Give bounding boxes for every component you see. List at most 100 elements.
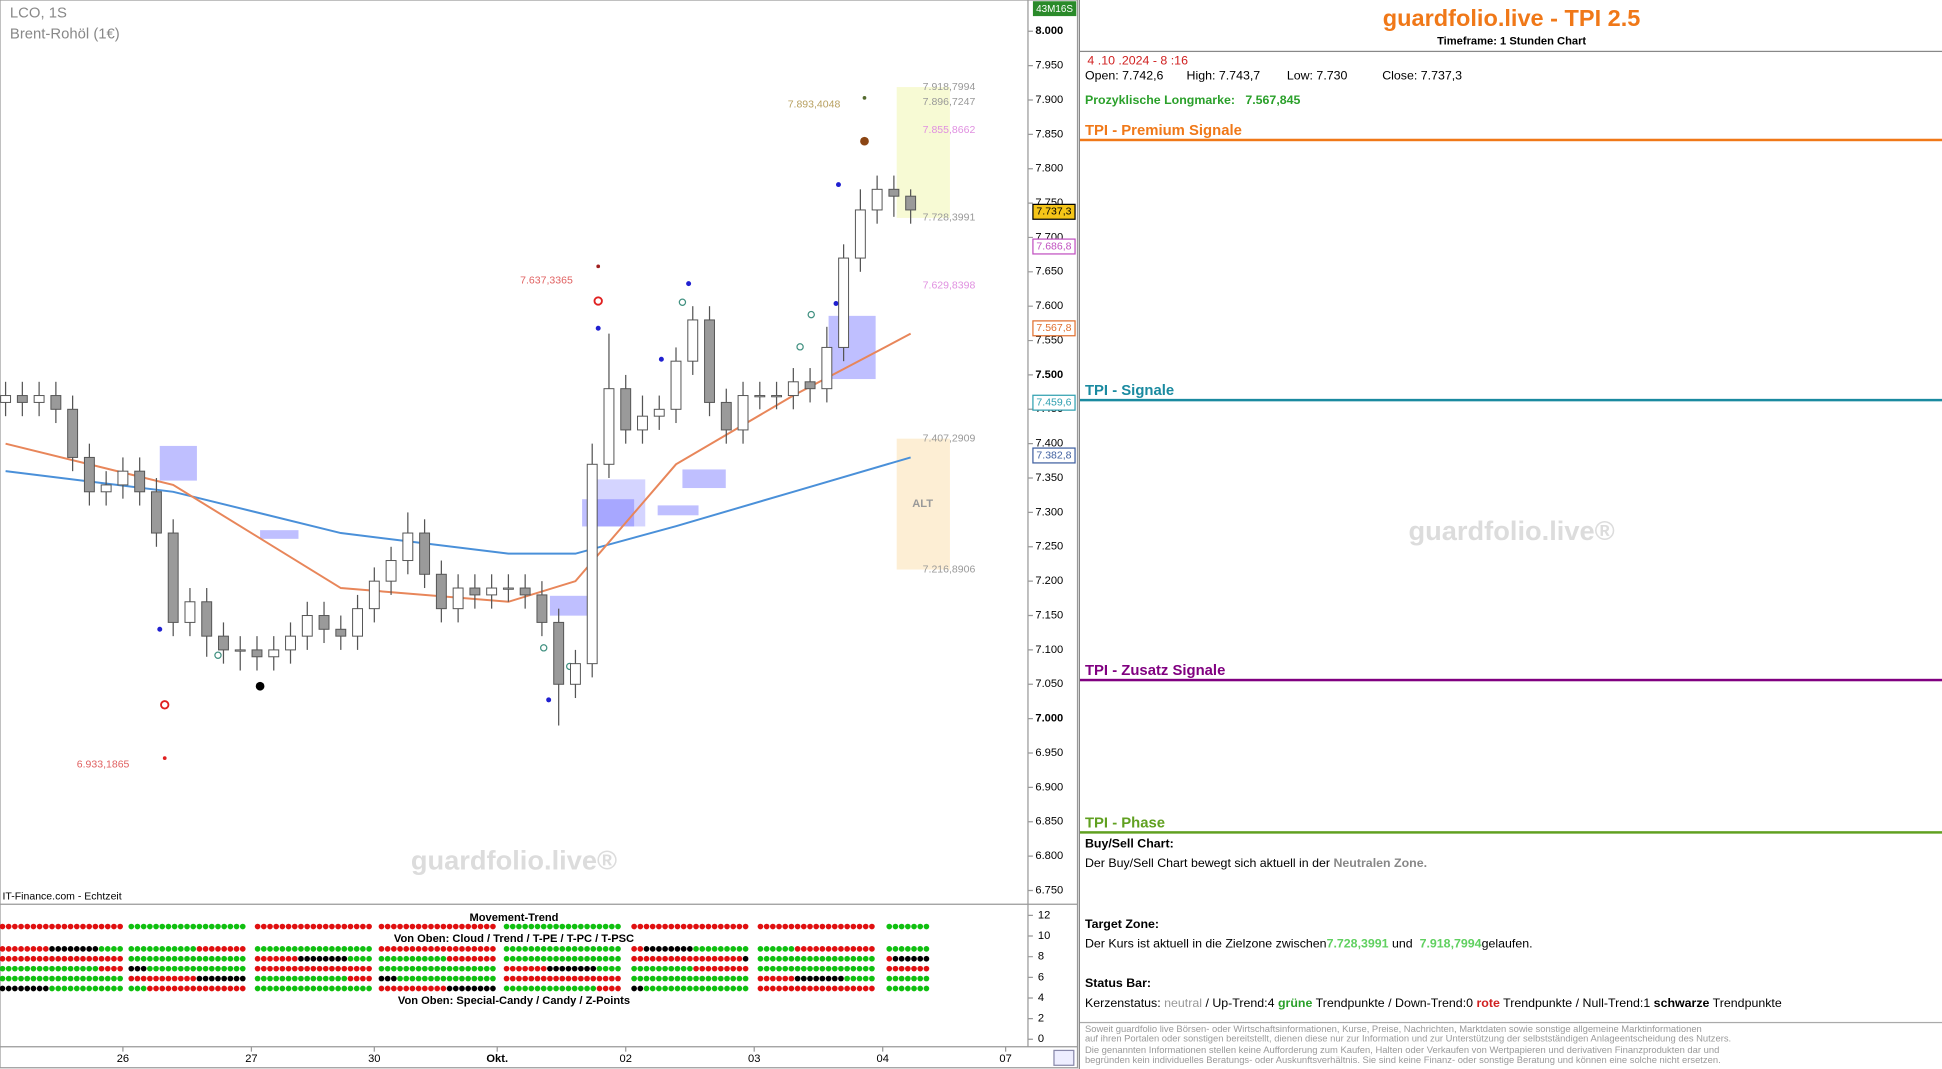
trend-dot (254, 965, 261, 972)
indicator-title: Movement-Trend (469, 912, 558, 924)
trend-dot (18, 985, 24, 992)
trend-dot (608, 975, 615, 982)
trend-dot (92, 985, 99, 992)
trend-dot (140, 955, 147, 962)
trend-dot (742, 965, 749, 972)
trend-dot (615, 975, 621, 982)
trend-dot (434, 945, 441, 952)
trend-dot (825, 985, 832, 992)
trend-dot (584, 945, 590, 952)
trend-dot (316, 965, 323, 972)
trend-dot (637, 985, 644, 992)
trend-dot (763, 965, 770, 972)
trend-dot (794, 955, 801, 962)
trend-dot (98, 965, 105, 972)
trend-dot (341, 955, 348, 962)
trend-dot (509, 985, 516, 992)
trend-dot (850, 923, 857, 930)
trend-dot (279, 923, 286, 930)
trend-dot (850, 975, 857, 982)
trend-dot (800, 945, 807, 952)
trend-dot (717, 955, 724, 962)
trend-dot (24, 985, 31, 992)
low: Low: 7.730 (1286, 69, 1348, 83)
trend-dot (421, 985, 428, 992)
trend-dot (757, 945, 764, 952)
trend-dot (831, 965, 838, 972)
indicator-tick-label: 4 (1038, 992, 1044, 1004)
trend-dot (378, 985, 385, 992)
trend-dot (911, 923, 917, 930)
trend-dot (923, 985, 930, 992)
zone: Neutralen Zone. (1333, 857, 1428, 871)
trend-dot (596, 923, 603, 930)
trend-dot (917, 923, 924, 930)
trend-dot (329, 965, 335, 972)
trend-dot (516, 965, 522, 972)
trend-dot (742, 985, 749, 992)
trend-dot (117, 975, 123, 982)
longmark-label: Prozyklische Longmarke: (1084, 94, 1235, 108)
trend-dot (547, 955, 553, 962)
trend-dot (128, 975, 135, 982)
trend-dot (898, 923, 905, 930)
trend-dot (674, 923, 681, 930)
trend-dot (483, 955, 490, 962)
trend-dot (680, 985, 687, 992)
trend-dot (415, 923, 422, 930)
candle-body (201, 601, 213, 637)
target-low: 7.728,3991 (1326, 937, 1389, 952)
candle-body (536, 594, 548, 623)
trend-dot (724, 945, 730, 952)
trend-dot (813, 985, 820, 992)
trend-dot (522, 923, 528, 930)
trend-dot (662, 985, 668, 992)
trend-dot (128, 923, 135, 930)
trend-dot (705, 945, 712, 952)
trend-dot (428, 923, 434, 930)
trend-dot (111, 985, 117, 992)
trend-dot (221, 975, 228, 982)
trend-dot (153, 955, 159, 962)
trend-dot (111, 965, 117, 972)
trend-dot (452, 975, 459, 982)
trend-dot (5, 985, 12, 992)
trend-dot (0, 955, 6, 962)
trend-dot (788, 955, 795, 962)
trend-dot (378, 965, 385, 972)
signal-ring (796, 343, 804, 351)
trend-dot (509, 975, 516, 982)
trend-dot (736, 955, 743, 962)
trend-dot (254, 975, 261, 982)
trend-dot (73, 965, 80, 972)
trend-dot (547, 965, 553, 972)
trend-dot (590, 985, 597, 992)
x-tick-label: 30 (368, 1053, 380, 1065)
trend-dot (602, 975, 609, 982)
trend-dot (516, 945, 522, 952)
trend-dot (446, 975, 453, 982)
trend-dot (24, 945, 31, 952)
trend-dot (717, 945, 724, 952)
trend-dot (584, 923, 590, 930)
trend-dot (440, 923, 447, 930)
trend-dot (322, 923, 329, 930)
trend-dot (590, 945, 597, 952)
trend-dot (477, 923, 484, 930)
trend-dot (590, 975, 597, 982)
trend-dot (807, 985, 813, 992)
trend-dot (67, 945, 74, 952)
trend-dot (42, 955, 49, 962)
trend-dot (434, 955, 441, 962)
trend-dot (649, 965, 656, 972)
trend-dot (800, 985, 807, 992)
trend-dot (67, 985, 74, 992)
settings-button[interactable] (1053, 1049, 1075, 1066)
indicator-label: Von Oben: Special-Candy / Candy / Z-Poin… (398, 995, 630, 1007)
trend-dot (490, 923, 496, 930)
trend-dot (260, 923, 267, 930)
trend-dot (608, 923, 615, 930)
trend-dot (571, 955, 578, 962)
signal-dot (162, 756, 167, 760)
trend-dot (602, 945, 609, 952)
